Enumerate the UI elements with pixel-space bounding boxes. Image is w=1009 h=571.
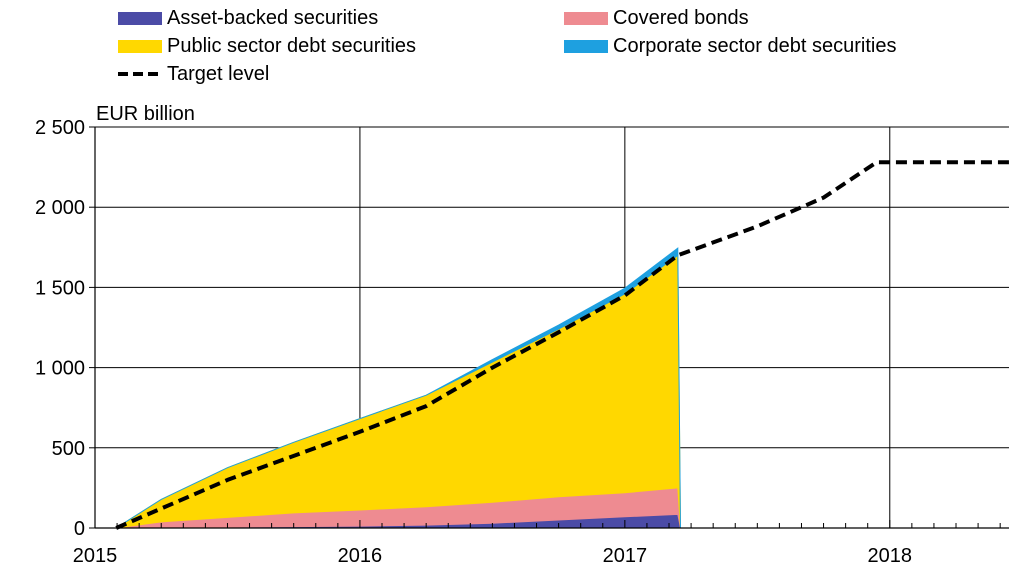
legend-label-covered: Covered bonds [613,7,749,29]
legend-item-public: Public sector debt securities [118,35,416,57]
legend-swatch-abs [118,11,162,25]
y-tick-label-1: 500 [52,438,85,460]
y-axis-unit-label: EUR billion [96,103,195,125]
area-series-2 [115,254,681,529]
y-tick-label-2: 1 000 [35,358,85,380]
y-tick-label-5: 2 500 [35,117,85,139]
legend-item-abs: Asset-backed securities [118,7,378,29]
legend-label-public: Public sector debt securities [167,35,417,57]
x-tick-label-2: 2017 [603,545,648,567]
legend-item-covered: Covered bonds [564,7,749,29]
y-tick-label-0: 0 [74,518,85,540]
legend-swatch-covered [564,11,608,25]
legend-label-target: Target level [167,63,270,85]
chart-legend: Asset-backed securities Covered bonds Pu… [118,4,998,90]
target-level-line [115,160,1009,530]
y-tick-label-4: 2 000 [35,197,85,219]
legend-label-abs: Asset-backed securities [167,7,379,29]
legend-item-target: Target level [118,63,269,85]
x-tick-label-0: 2015 [73,545,118,567]
legend-swatch-corporate [564,39,608,53]
legend-swatch-target [118,72,162,76]
y-tick-label-3: 1 500 [35,277,85,299]
legend-swatch-public [118,39,162,53]
x-tick-label-3: 2018 [868,545,913,567]
x-tick-label-1: 2016 [338,545,383,567]
legend-item-corporate: Corporate sector debt securities [564,35,896,57]
legend-label-corporate: Corporate sector debt securities [613,35,897,57]
